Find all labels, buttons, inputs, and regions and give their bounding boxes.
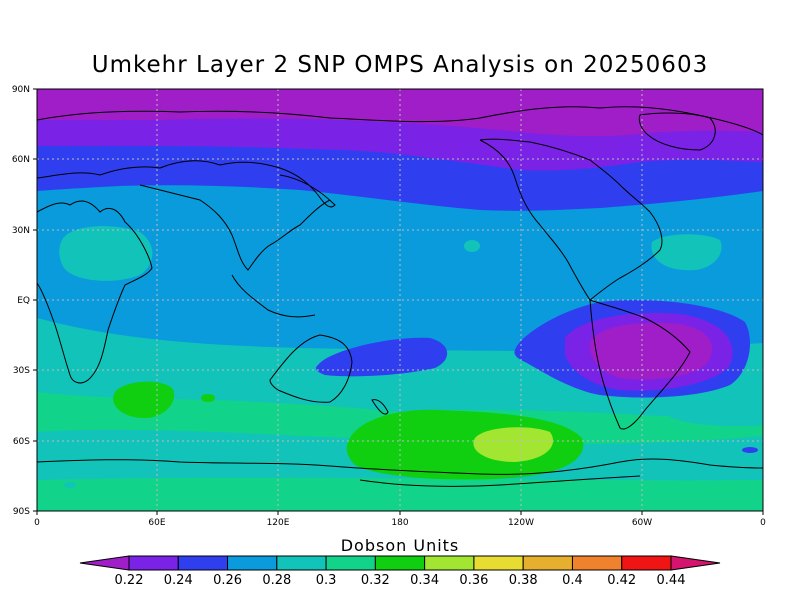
colorbar-level-label: 0.36 xyxy=(459,573,488,588)
colorbar-level-label: 0.3 xyxy=(316,573,337,588)
colorbar-level-label: 0.38 xyxy=(509,573,538,588)
lat-label: EQ xyxy=(17,296,30,306)
lon-label: 120W xyxy=(508,518,534,528)
colorbar-swatch xyxy=(128,555,179,571)
colorbar-swatch xyxy=(473,555,524,571)
colorbar: 0.22 0.24 0.26 0.28 0.3 0.32 0.34 0.36 0.38 0.4 0.… xyxy=(79,555,721,588)
colorbar-level-label: 0.42 xyxy=(607,573,636,588)
lat-label: 90S xyxy=(13,507,30,517)
colorbar-level-label: 0.24 xyxy=(164,573,193,588)
lat-label: 30S xyxy=(13,366,30,376)
colorbar-swatch xyxy=(177,555,229,571)
lon-label: 60E xyxy=(148,518,165,528)
map-gridlines xyxy=(37,89,763,511)
lat-label: 90N xyxy=(12,85,30,95)
colorbar-level-label: 0.4 xyxy=(562,573,583,588)
colorbar-level-label: 0.44 xyxy=(657,573,686,588)
colorbar-swatch xyxy=(571,555,623,571)
colorbar-level-label: 0.34 xyxy=(410,573,439,588)
coastlines xyxy=(37,106,763,487)
colorbar-extend-low xyxy=(79,555,130,571)
map-title: Umkehr Layer 2 SNP OMPS Analysis on 2025… xyxy=(91,52,709,78)
lon-label: 60W xyxy=(632,518,652,528)
colorbar-swatch xyxy=(424,555,475,571)
colorbar-level-label: 0.22 xyxy=(115,573,144,588)
colorbar-swatch xyxy=(374,555,426,571)
lat-label: 60S xyxy=(13,437,30,447)
colorbar-level-label: 0.32 xyxy=(361,573,390,588)
colorbar-swatch xyxy=(227,555,278,571)
colorbar-title: Dobson Units xyxy=(340,536,460,555)
colorbar-swatch xyxy=(325,555,376,571)
lon-label: 120E xyxy=(267,518,290,528)
lat-label: 60N xyxy=(12,155,30,165)
colorbar-extend-high xyxy=(670,555,721,571)
lon-label: 0 xyxy=(760,518,766,528)
lon-label: 0 xyxy=(34,518,40,528)
colorbar-level-label: 0.26 xyxy=(213,573,242,588)
lat-label: 30N xyxy=(12,226,30,236)
colorbar-swatch xyxy=(276,555,327,571)
colorbar-swatch xyxy=(522,555,573,571)
lon-label: 180 xyxy=(391,518,408,528)
colorbar-swatch xyxy=(621,555,672,571)
axis-ticks xyxy=(33,88,764,515)
colorbar-level-label: 0.28 xyxy=(262,573,291,588)
